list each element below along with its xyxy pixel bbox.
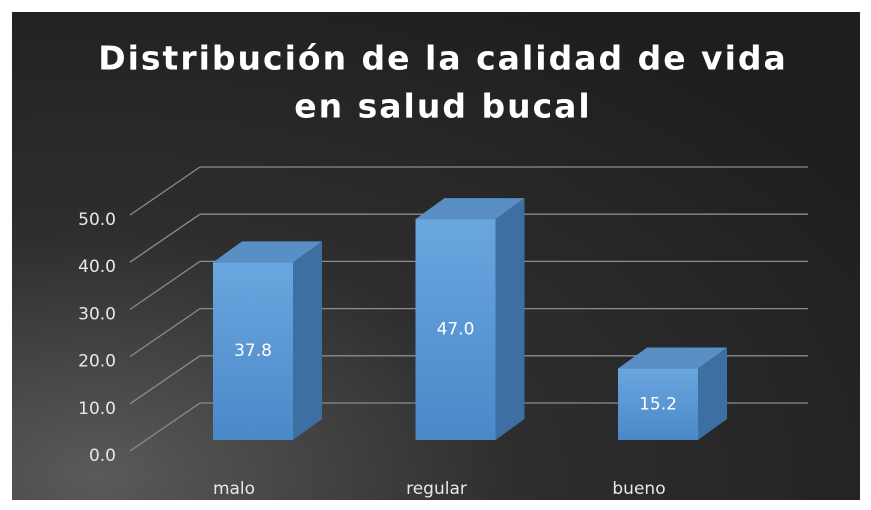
y-tick-label: 20.0 bbox=[78, 352, 116, 372]
y-tick-label: 50.0 bbox=[78, 210, 116, 230]
y-tick-label: 0.0 bbox=[89, 446, 116, 466]
chart-title: Distribución de la calidad de vida bbox=[98, 39, 788, 78]
grid-line bbox=[129, 166, 201, 216]
grid-line bbox=[129, 355, 201, 405]
x-tick-label: bueno bbox=[612, 479, 665, 499]
bar-side bbox=[698, 347, 727, 440]
grid-line bbox=[129, 308, 201, 358]
data-label: 47.0 bbox=[437, 320, 475, 340]
x-tick-label: malo bbox=[213, 479, 255, 499]
bar-top bbox=[618, 347, 727, 369]
chart-title: en salud bucal bbox=[294, 87, 591, 126]
bar bbox=[618, 368, 698, 440]
grid-line bbox=[129, 260, 201, 310]
bar bbox=[213, 262, 293, 440]
y-tick-label: 40.0 bbox=[78, 257, 116, 277]
data-label: 15.2 bbox=[639, 394, 677, 414]
bar-top bbox=[213, 241, 322, 263]
data-label: 37.8 bbox=[234, 341, 272, 361]
grid-line bbox=[129, 402, 201, 452]
bar bbox=[415, 219, 496, 440]
bar-side bbox=[293, 241, 322, 440]
x-tick-label: regular bbox=[406, 479, 467, 499]
bar-top bbox=[415, 198, 525, 220]
grid-line bbox=[129, 213, 201, 263]
y-tick-label: 30.0 bbox=[78, 304, 116, 324]
bar-side bbox=[495, 198, 525, 440]
y-tick-label: 10.0 bbox=[78, 399, 116, 419]
